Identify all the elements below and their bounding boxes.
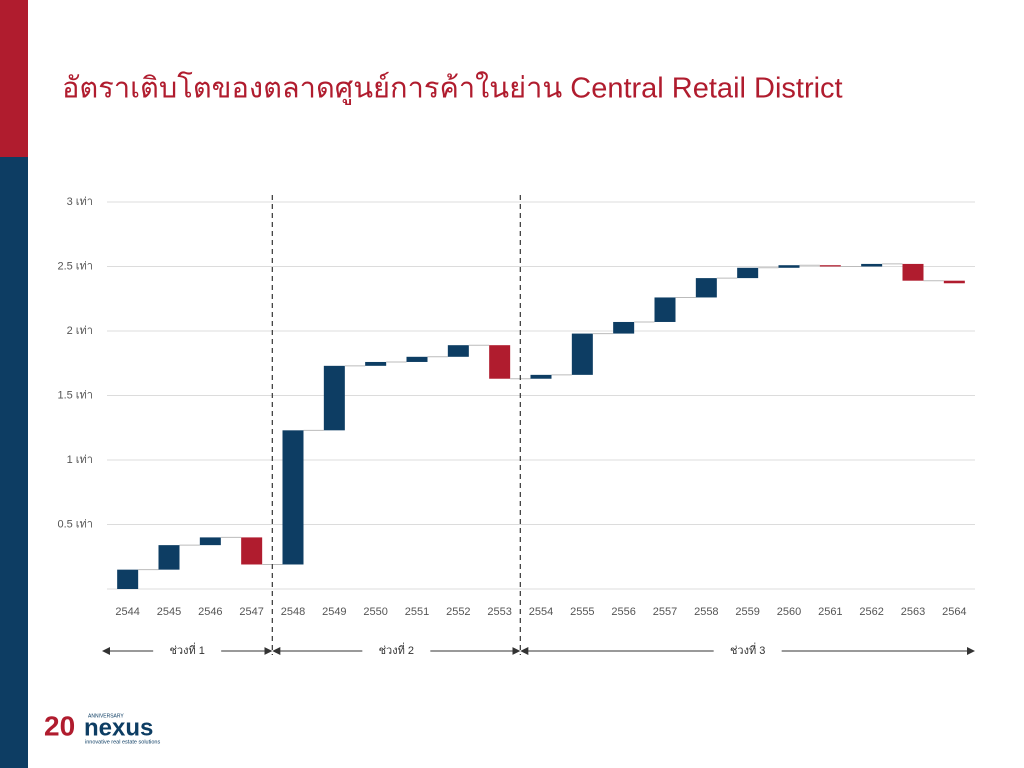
logo-number: 20 [44,710,75,741]
bar [861,263,883,267]
x-tick-label: 2551 [405,606,429,618]
x-tick-label: 2562 [859,606,883,618]
y-tick-label: 2 เท่า [67,325,93,337]
bar [654,297,676,322]
bar [819,265,841,267]
y-tick-label: 0.5 เท่า [57,518,93,530]
bar [117,569,139,589]
bar [365,361,387,366]
y-tick-label: 1.5 เท่า [57,389,93,401]
y-tick-label: 1 เท่า [67,454,93,466]
bar [778,265,800,268]
logo-tagline: innovative real estate solutions [85,739,160,745]
chart-title: อัตราเติบโตของตลาดศูนย์การค้าในย่าน Cent… [62,71,843,106]
bar [489,345,511,379]
bar [571,333,593,375]
x-tick-label: 2547 [239,606,263,618]
bar [241,537,263,565]
side-band-blue [0,157,28,768]
y-tick-label: 3 เท่า [67,196,93,208]
x-tick-label: 2557 [653,606,677,618]
x-tick-label: 2546 [198,606,222,618]
x-tick-label: 2549 [322,606,346,618]
x-tick-label: 2550 [363,606,387,618]
x-tick-label: 2556 [611,606,635,618]
x-tick-label: 2563 [901,606,925,618]
x-tick-label: 2553 [487,606,511,618]
bar [613,321,635,334]
bar [323,365,345,431]
x-tick-label: 2548 [281,606,305,618]
x-tick-label: 2561 [818,606,842,618]
period-label: ช่วงที่ 2 [379,642,414,657]
bar [406,356,428,362]
x-tick-label: 2564 [942,606,966,618]
side-band-red [0,0,28,157]
x-tick-label: 2560 [777,606,801,618]
y-tick-label: 2.5 เท่า [57,260,93,272]
x-tick-label: 2544 [115,606,139,618]
bar [282,430,304,565]
logo-badge: ANNIVERSARY [88,713,124,719]
bar [530,374,552,379]
x-tick-label: 2559 [735,606,759,618]
x-tick-label: 2555 [570,606,594,618]
logo: 20 ANNIVERSARY nexus innovative real est… [44,710,160,745]
bar [447,345,469,357]
x-tick-label: 2554 [529,606,553,618]
x-tick-label: 2552 [446,606,470,618]
period-label: ช่วงที่ 1 [169,642,204,657]
bar [902,263,924,281]
bar [158,545,180,570]
x-tick-label: 2545 [157,606,181,618]
bar [695,278,717,298]
bar [737,267,759,279]
logo-name: nexus [84,714,153,741]
period-label: ช่วงที่ 3 [730,642,765,657]
bar [199,537,221,546]
x-tick-label: 2558 [694,606,718,618]
bar [943,280,965,284]
